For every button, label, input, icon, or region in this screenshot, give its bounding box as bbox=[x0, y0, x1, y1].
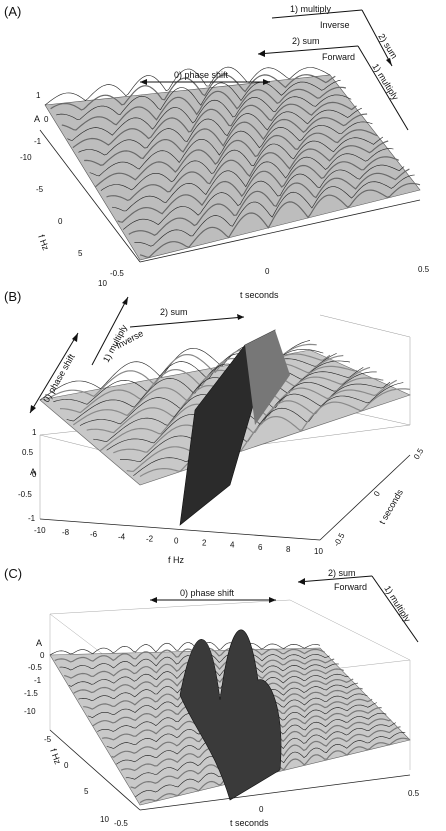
t-tick: 0.5 bbox=[412, 446, 426, 461]
sum-label: 2) sum bbox=[160, 307, 188, 317]
t-tick: -0.5 bbox=[110, 269, 124, 278]
z-tick: 1 bbox=[36, 91, 41, 100]
f-axis bbox=[39, 518, 321, 541]
t-tick: 0 bbox=[372, 489, 382, 498]
f-tick: -2 bbox=[146, 534, 154, 543]
multiply-label: 1) multiply bbox=[290, 4, 332, 14]
phase-shift-arrow bbox=[140, 79, 270, 85]
panel-c: (C) A 0 -0.5 -1 -1.5 -10 -5 0 5 10 f Hz bbox=[0, 560, 446, 831]
f-tick: 10 bbox=[98, 279, 107, 288]
f-tick: -10 bbox=[34, 526, 46, 535]
f-tick: 0 bbox=[174, 537, 179, 546]
f-tick: 5 bbox=[78, 249, 83, 258]
inverse-label: Inverse bbox=[320, 20, 350, 30]
t-tick: -0.5 bbox=[332, 531, 347, 548]
z-tick: -1 bbox=[34, 676, 42, 685]
panel-c-plot: A 0 -0.5 -1 -1.5 -10 -5 0 5 10 f Hz -0.5… bbox=[24, 568, 420, 828]
t-axis bbox=[319, 454, 411, 541]
z-tick: 1 bbox=[32, 428, 37, 437]
panel-a: (A) A 1 0 -1 -10 -5 0 5 10 f Hz - bbox=[0, 0, 446, 300]
f-tick: 6 bbox=[258, 543, 263, 552]
t-tick: -0.5 bbox=[114, 819, 128, 828]
f-tick: -4 bbox=[118, 532, 126, 541]
f-tick: 8 bbox=[286, 545, 291, 554]
t-axis-label: t seconds bbox=[240, 290, 279, 300]
sum-arrow bbox=[129, 314, 245, 328]
phase-shift-arrow bbox=[150, 597, 276, 603]
multiply-label: 1) multiply bbox=[382, 584, 412, 625]
forward-label: Forward bbox=[334, 582, 367, 592]
t-axis bbox=[139, 199, 421, 263]
t-tick: 0 bbox=[265, 267, 270, 276]
t-axis-label: t seconds bbox=[230, 818, 269, 828]
panel-a-plot: A 1 0 -1 -10 -5 0 5 10 f Hz -0.5 0 0.5 t… bbox=[20, 4, 430, 300]
panel-b: (B) A 1 0.5 0 -0.5 -1 -10 -8 -6 -4 -2 0 2 4 6 8 10… bbox=[0, 285, 446, 565]
z-tick: 0 bbox=[32, 470, 37, 479]
surface bbox=[49, 629, 411, 806]
z-tick: 0 bbox=[40, 651, 45, 660]
panel-letter: (C) bbox=[4, 566, 23, 581]
sum-label-left: 2) sum bbox=[292, 36, 320, 46]
forward-arrow bbox=[257, 45, 409, 131]
z-tick: -0.5 bbox=[28, 663, 42, 672]
forward-arrow bbox=[297, 575, 419, 643]
f-tick: -6 bbox=[90, 530, 98, 539]
f-tick: 5 bbox=[84, 787, 89, 796]
multiply-label-right: 1) multiply bbox=[370, 62, 400, 103]
phase-shift-label: 0) phase shift bbox=[174, 70, 229, 80]
f-axis-label: f Hz bbox=[48, 747, 63, 766]
a-axis-label: A bbox=[34, 114, 40, 124]
f-tick: 2 bbox=[202, 539, 207, 548]
f-tick: 10 bbox=[100, 815, 109, 824]
phase-shift-label: 0) phase shift bbox=[180, 588, 235, 598]
t-tick: 0 bbox=[259, 805, 264, 814]
forward-label: Forward bbox=[322, 52, 355, 62]
z-tick: -1 bbox=[34, 137, 42, 146]
multiply-arrow bbox=[91, 296, 129, 366]
f-tick: -10 bbox=[20, 153, 32, 162]
f-axis bbox=[39, 129, 141, 263]
z-tick: -0.5 bbox=[18, 490, 32, 499]
z-tick: 0 bbox=[44, 115, 49, 124]
f-tick: -10 bbox=[24, 707, 36, 716]
f-tick: -5 bbox=[44, 735, 52, 744]
z-tick: 0.5 bbox=[22, 448, 34, 457]
t-axis bbox=[139, 774, 411, 811]
t-tick: 0.5 bbox=[408, 789, 420, 798]
f-axis-label: f Hz bbox=[36, 233, 51, 252]
t-axis-label: t seconds bbox=[377, 487, 405, 526]
surface bbox=[39, 329, 411, 526]
inverse-arrow bbox=[271, 9, 393, 67]
t-tick: 0.5 bbox=[418, 265, 430, 274]
panel-letter: (B) bbox=[4, 289, 22, 304]
f-tick: 0 bbox=[64, 761, 69, 770]
surface bbox=[44, 66, 421, 261]
f-tick: 10 bbox=[314, 547, 323, 556]
panel-letter: (A) bbox=[4, 4, 22, 19]
f-tick: -8 bbox=[62, 528, 70, 537]
sum-label: 2) sum bbox=[328, 568, 356, 578]
a-axis-label: A bbox=[30, 467, 36, 477]
sum-label-right: 2) sum bbox=[376, 32, 399, 61]
f-axis-label: f Hz bbox=[168, 555, 185, 565]
f-tick: 4 bbox=[230, 541, 235, 550]
f-axis bbox=[49, 729, 141, 811]
f-tick: 0 bbox=[58, 217, 63, 226]
a-axis-label: A bbox=[36, 638, 42, 648]
z-tick: -1.5 bbox=[24, 689, 38, 698]
phase-shift-arrow bbox=[29, 332, 79, 414]
panel-b-plot: A 1 0.5 0 -0.5 -1 -10 -8 -6 -4 -2 0 2 4 6 8 10 f H… bbox=[18, 296, 426, 565]
f-tick: -5 bbox=[36, 185, 44, 194]
z-tick: -1 bbox=[28, 514, 36, 523]
